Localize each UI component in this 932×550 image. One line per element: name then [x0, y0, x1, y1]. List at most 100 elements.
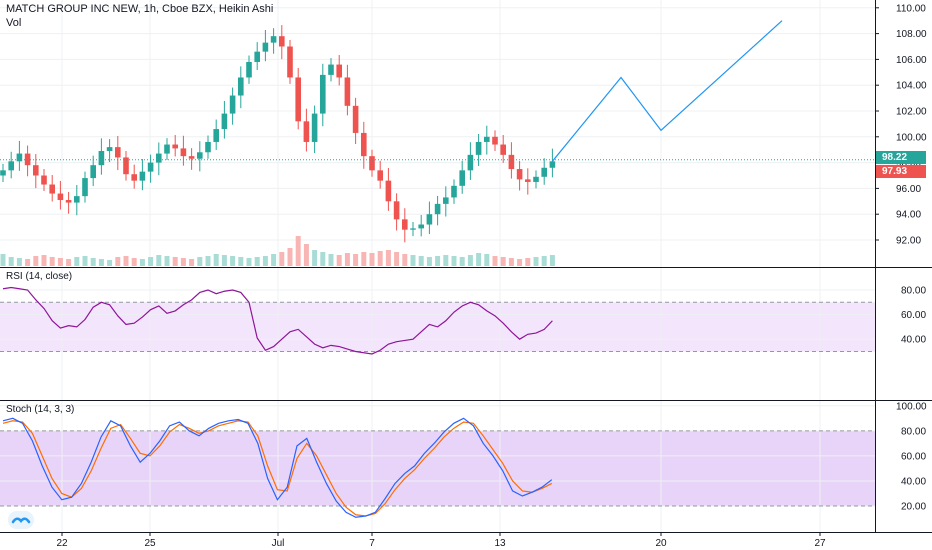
candle-body	[262, 42, 269, 52]
volume-bar	[394, 252, 400, 266]
price-tick-label: 102.00	[896, 107, 927, 118]
volume-bar	[508, 258, 514, 266]
volume-bar	[131, 258, 137, 266]
candle-body	[336, 64, 342, 78]
volume-bar	[279, 252, 285, 266]
candle-body	[0, 170, 6, 176]
prev-price-tag: 97.93	[876, 165, 926, 178]
volume-bar	[115, 257, 121, 266]
candle-body	[8, 161, 14, 171]
volume-bar	[369, 253, 375, 266]
volume-bar	[295, 236, 301, 266]
candle-body	[213, 129, 219, 142]
candle-body	[525, 179, 531, 182]
volume-bar	[33, 256, 39, 266]
volume-bar	[189, 259, 195, 266]
volume-bar	[549, 255, 555, 266]
volume-bar	[353, 254, 359, 266]
candle-body	[74, 196, 80, 203]
candle-body	[279, 36, 285, 47]
date-tick-label: Jul	[272, 538, 285, 549]
volume-bar	[435, 256, 441, 266]
date-tick-label: 27	[814, 538, 826, 549]
candle-body	[467, 154, 474, 171]
volume-bar	[287, 248, 293, 266]
volume-bar	[344, 253, 350, 266]
candle-body	[541, 167, 547, 177]
stoch-d-line	[2, 420, 553, 517]
candle-body	[508, 154, 515, 170]
stoch-tick-label: 20.00	[901, 502, 926, 513]
candle-body	[295, 77, 301, 122]
candle-body	[369, 156, 375, 171]
last-price-tag: 98.22	[876, 151, 926, 164]
volume-bar	[361, 252, 367, 266]
candle-body	[41, 175, 47, 185]
candle-body	[434, 203, 441, 215]
candle-body	[287, 46, 293, 78]
price-tick-label: 100.00	[896, 132, 927, 143]
volume-bar	[0, 254, 6, 266]
volume-bar	[57, 258, 63, 266]
price-tick-label: 104.00	[896, 81, 927, 92]
volume-bar	[66, 259, 72, 266]
volume-bar	[525, 258, 531, 266]
candle-body	[402, 219, 408, 230]
candle-body	[82, 178, 88, 197]
stoch-k-line	[2, 417, 553, 518]
volume-bar	[197, 257, 203, 266]
volume-bar	[221, 255, 227, 266]
volume-bar	[90, 258, 96, 266]
date-tick-label: 25	[144, 538, 156, 549]
candle-body	[188, 156, 195, 159]
volume-bar	[312, 250, 318, 266]
volume-bar	[303, 244, 309, 266]
volume-bar	[418, 256, 424, 266]
candle-body	[549, 161, 556, 168]
volume-bar	[517, 259, 523, 266]
volume-bar	[385, 250, 391, 266]
candle-body	[197, 152, 203, 159]
volume-bar	[451, 256, 457, 266]
candle-body	[475, 141, 482, 155]
candle-body	[147, 162, 154, 172]
volume-bar	[492, 256, 498, 266]
candle-body	[385, 180, 392, 202]
tradingview-logo[interactable]	[8, 511, 34, 529]
volume-bar	[476, 253, 482, 266]
candle-body	[516, 169, 523, 180]
candle-body	[106, 147, 113, 151]
candle-body	[164, 144, 170, 154]
candle-body	[90, 165, 96, 179]
candle-body	[180, 148, 187, 157]
volume-bar	[172, 257, 178, 266]
volume-bar	[230, 256, 236, 266]
candle-body	[459, 170, 465, 186]
stoch-tick-label: 80.00	[901, 426, 926, 437]
candle-body	[65, 200, 72, 203]
candle-body	[500, 144, 506, 155]
volume-bar	[500, 257, 506, 266]
volume-bar	[156, 255, 162, 266]
candle-body	[361, 132, 367, 157]
candle-body	[352, 105, 359, 133]
candle-body	[311, 113, 318, 142]
candle-body	[451, 185, 457, 198]
candle-body	[328, 64, 334, 75]
volume-bar	[107, 260, 113, 266]
candle-body	[49, 184, 55, 194]
volume-bar	[328, 254, 334, 266]
rsi-line	[2, 286, 553, 355]
chart-title: MATCH GROUP INC NEW, 1h, Cboe BZX, Heiki…	[6, 3, 274, 15]
candle-body	[344, 77, 351, 106]
stoch-tick-label: 40.00	[901, 476, 926, 487]
volume-bar	[271, 254, 277, 266]
candle-body	[303, 121, 310, 142]
candle-body	[115, 147, 121, 158]
candle-body	[229, 95, 236, 114]
candle-body	[393, 201, 400, 220]
candle-body	[123, 157, 129, 175]
candle-body	[320, 74, 326, 114]
price-tick-label: 110.00	[896, 3, 926, 14]
